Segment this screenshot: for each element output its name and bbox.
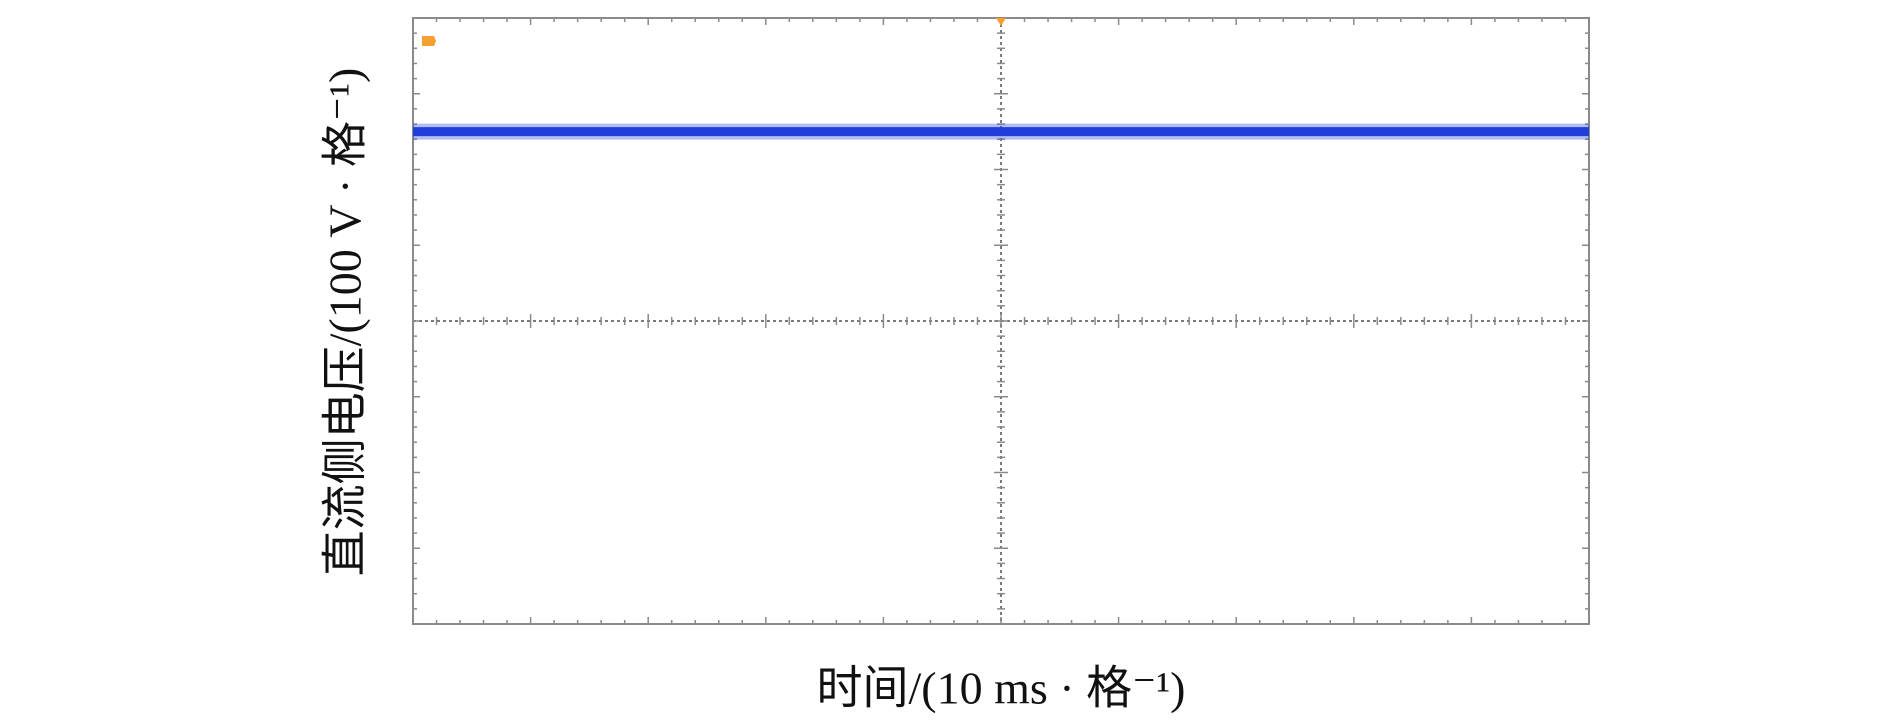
y-axis-label: 直流侧电压/(100 V · 格⁻¹) <box>320 68 371 577</box>
trigger-marker <box>996 18 1006 26</box>
channel-marker <box>422 36 436 46</box>
minor-ticks <box>412 17 1590 625</box>
x-axis-label: 时间/(10 ms · 格⁻¹) <box>817 663 1186 714</box>
